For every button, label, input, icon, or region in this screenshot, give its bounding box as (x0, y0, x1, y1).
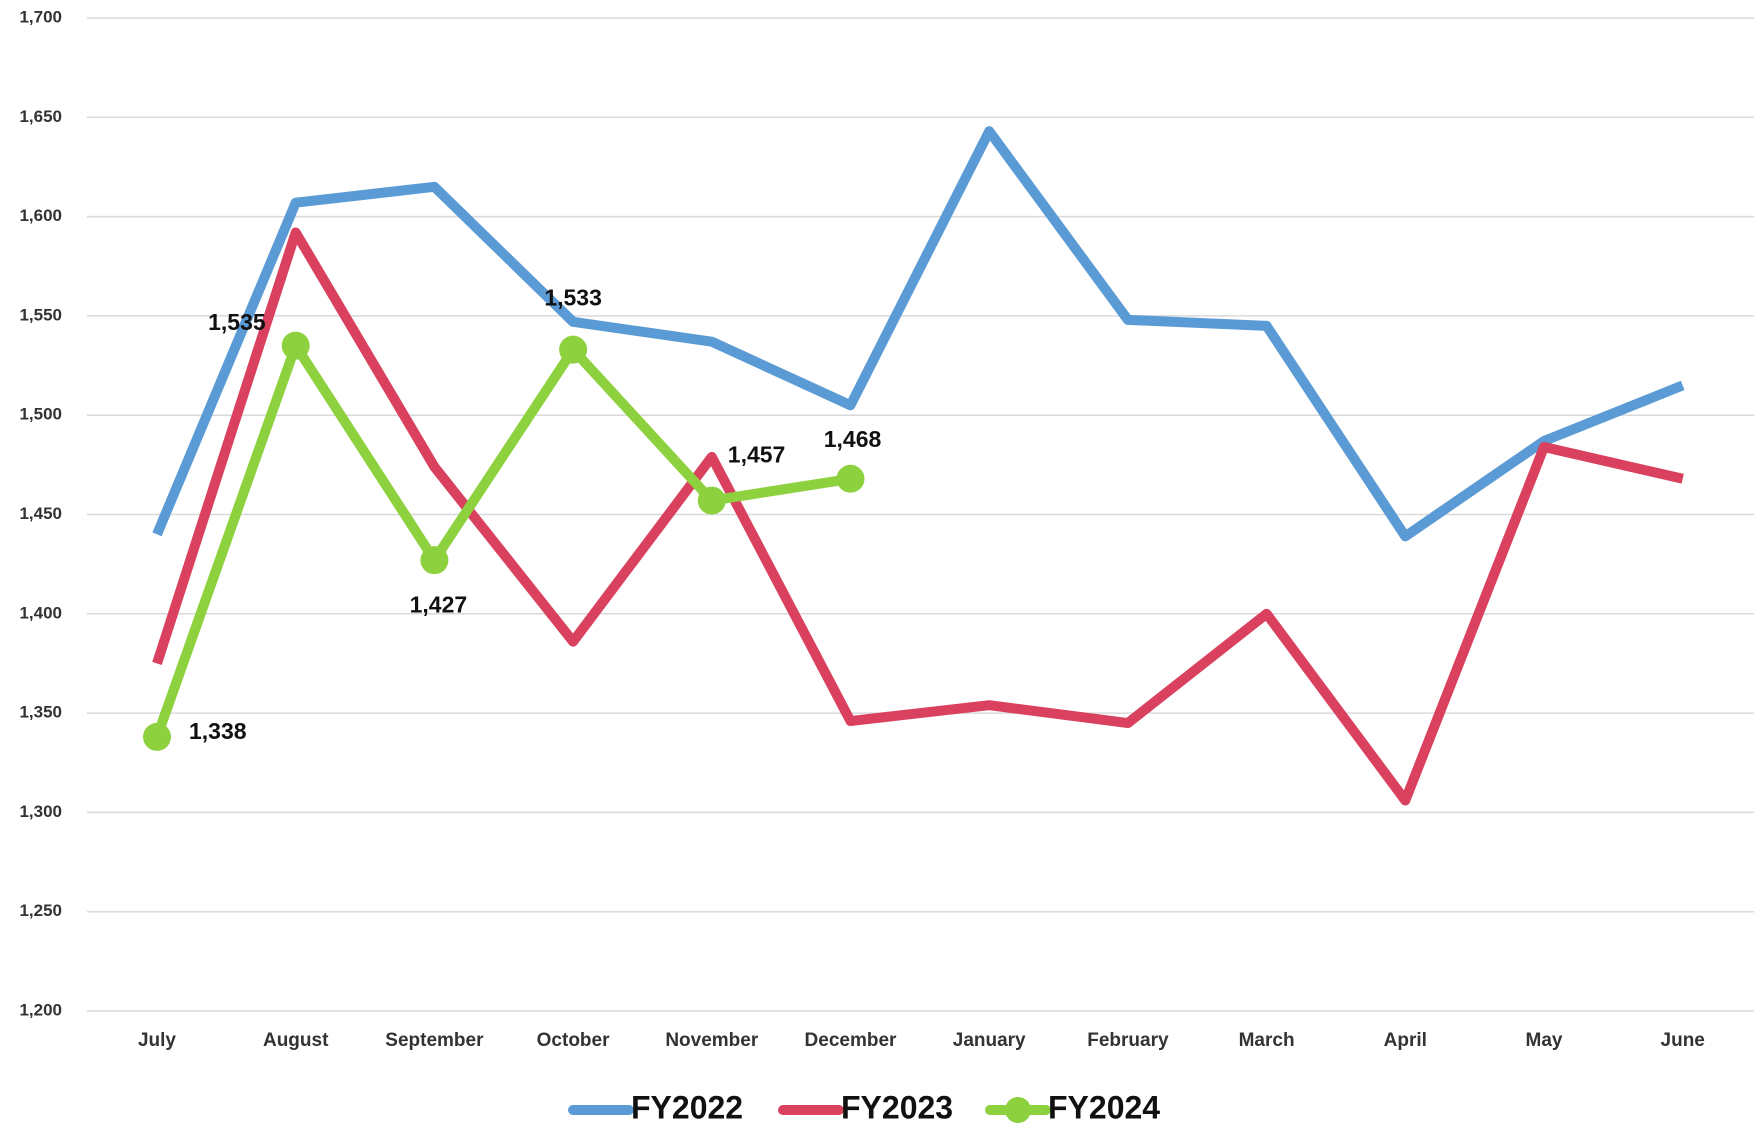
series-line (152, 340, 852, 739)
y-tick-label: 1,450 (19, 504, 62, 523)
data-label: 1,468 (824, 426, 882, 452)
y-tick-label: 1,400 (19, 603, 62, 622)
y-tick-label: 1,700 (19, 7, 62, 26)
x-tick-label: July (138, 1030, 176, 1051)
x-tick-label: December (805, 1030, 897, 1051)
point-marker (281, 331, 310, 360)
y-tick-label: 1,350 (19, 703, 62, 722)
legend-label: FY2024 (1048, 1089, 1160, 1125)
x-tick-label: June (1661, 1030, 1705, 1051)
data-label: 1,533 (544, 285, 602, 311)
y-tick-label: 1,550 (19, 305, 62, 324)
data-label: 1,427 (410, 591, 468, 617)
data-label: 1,457 (728, 442, 786, 468)
x-tick-label: May (1526, 1030, 1563, 1051)
x-tick-label: September (385, 1030, 484, 1051)
point-marker (143, 722, 171, 751)
y-tick-label: 1,250 (19, 901, 62, 920)
point-marker (697, 486, 726, 515)
x-tick-label: January (953, 1030, 1026, 1051)
y-tick-label: 1,300 (19, 802, 62, 821)
data-label: 1,535 (208, 309, 266, 335)
x-tick-label: August (263, 1030, 329, 1051)
point-marker (559, 335, 588, 364)
legend-label: FY2022 (631, 1089, 743, 1125)
point-marker (836, 464, 865, 493)
x-tick-label: March (1239, 1030, 1295, 1051)
y-tick-label: 1,200 (19, 1000, 62, 1019)
x-tick-label: October (537, 1030, 610, 1051)
point-marker (420, 546, 449, 575)
x-tick-label: April (1384, 1030, 1427, 1051)
x-tick-label: November (665, 1030, 759, 1051)
data-label: 1,338 (189, 718, 247, 744)
y-tick-label: 1,650 (19, 107, 62, 126)
legend-marker (1005, 1097, 1031, 1123)
x-tick-label: February (1087, 1030, 1169, 1051)
y-tick-label: 1,600 (19, 206, 62, 225)
y-tick-label: 1,500 (19, 405, 62, 424)
series-line (152, 227, 1684, 806)
legend-label: FY2023 (841, 1089, 953, 1125)
series-line (152, 126, 1685, 542)
